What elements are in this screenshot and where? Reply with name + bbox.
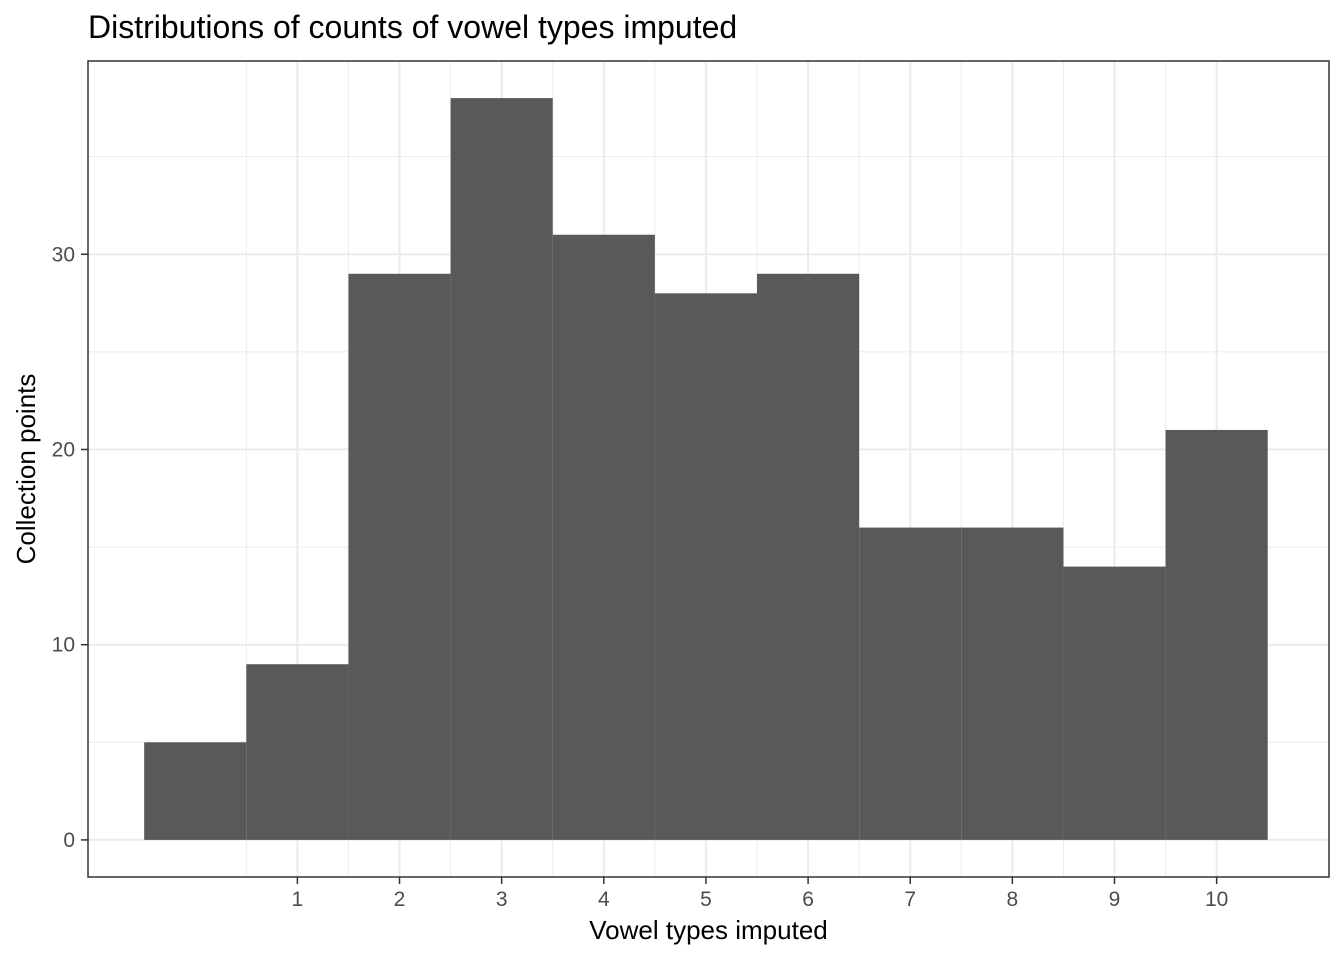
x-axis-title: Vowel types imputed xyxy=(589,915,827,945)
histogram-bar xyxy=(450,98,553,840)
chart-title: Distributions of counts of vowel types i… xyxy=(88,9,737,45)
panel-border xyxy=(87,60,1330,878)
x-tick-label: 2 xyxy=(394,888,406,911)
y-tick-label: 30 xyxy=(52,243,75,266)
x-tick-label: 4 xyxy=(598,888,610,911)
histogram-bar xyxy=(1165,429,1268,840)
histogram-bar xyxy=(1063,566,1166,840)
histogram-bar xyxy=(144,742,247,840)
x-tick-label: 7 xyxy=(904,888,916,911)
y-axis-title: Collection points xyxy=(11,374,41,565)
histogram-bar xyxy=(961,527,1064,840)
x-axis-ticks: 1 2 3 4 5 6 7 8 9 10 xyxy=(292,877,1228,911)
y-tick-label: 10 xyxy=(52,634,75,657)
x-tick-label: 9 xyxy=(1109,888,1121,911)
x-tick-label: 1 xyxy=(292,888,304,911)
histogram-bar xyxy=(552,234,655,840)
x-tick-label: 6 xyxy=(802,888,814,911)
histogram-bar xyxy=(348,273,451,840)
x-tick-label: 8 xyxy=(1007,888,1019,911)
histogram-bars xyxy=(144,98,1268,840)
y-tick-label: 20 xyxy=(52,438,75,461)
histogram-bar xyxy=(859,527,962,840)
y-tick-label: 0 xyxy=(63,829,75,852)
histogram-bar xyxy=(246,664,349,840)
x-tick-label: 5 xyxy=(700,888,712,911)
histogram-bar xyxy=(757,273,860,840)
y-axis-ticks: 0 10 20 30 xyxy=(52,243,88,852)
histogram-bar xyxy=(654,293,758,840)
x-tick-label: 10 xyxy=(1205,888,1228,911)
x-tick-label: 3 xyxy=(496,888,508,911)
